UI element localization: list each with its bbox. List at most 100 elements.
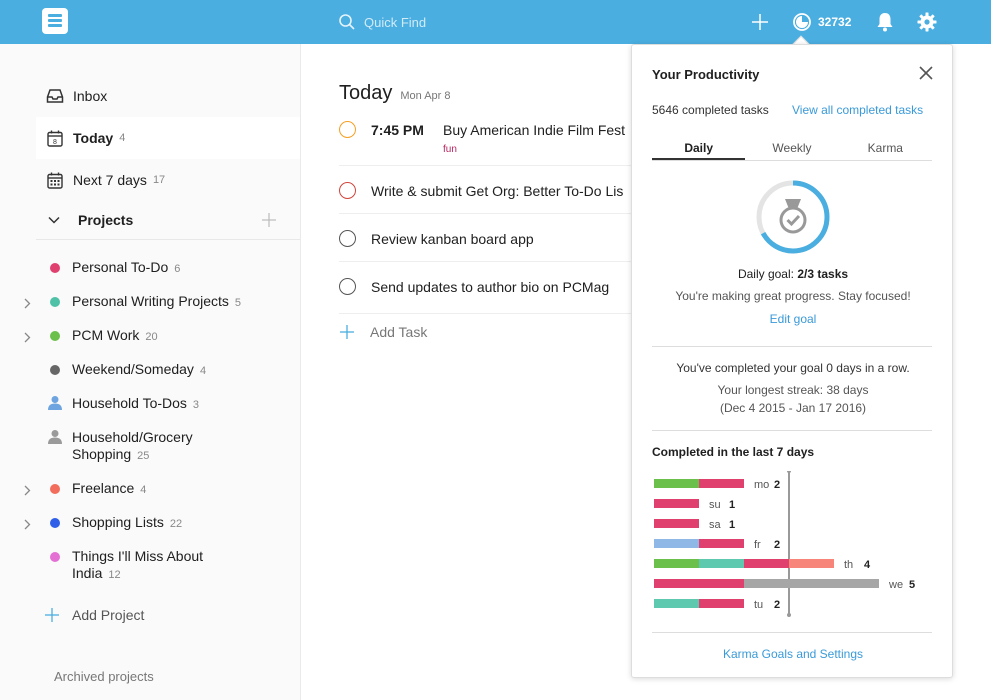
project-name: Household/Grocery bbox=[72, 429, 193, 445]
chart-day-count: 1 bbox=[729, 519, 735, 531]
chart-bar-segment[interactable] bbox=[699, 539, 744, 548]
project-count: 4 bbox=[140, 484, 147, 496]
chart-day-label: we bbox=[888, 579, 903, 591]
chart-day-count: 2 bbox=[774, 599, 780, 611]
chevron-down-icon[interactable] bbox=[48, 216, 60, 224]
chevron-right-icon[interactable] bbox=[24, 483, 31, 499]
task-text[interactable]: Send updates to author bio on PCMag bbox=[371, 279, 610, 295]
main-content: Today Mon Apr 8 7:45 PM Buy American Ind… bbox=[301, 44, 991, 700]
edit-goal-link[interactable]: Edit goal bbox=[769, 312, 817, 326]
chart-bar-segment[interactable] bbox=[654, 599, 699, 608]
productivity-popup: Your Productivity 5646 completed tasks V… bbox=[631, 44, 953, 678]
completed-last-7-days-chart: mo 2 su 1 sa 1 fr 2 th 4 we 5 tu 2 bbox=[654, 471, 915, 617]
project-count: 25 bbox=[137, 450, 150, 462]
chart-bar-segment[interactable] bbox=[744, 559, 789, 568]
add-project-plus-icon[interactable] bbox=[262, 213, 276, 227]
add-task-button[interactable]: Add Task bbox=[339, 324, 427, 340]
karma-score[interactable]: 32732 bbox=[818, 15, 852, 29]
view-all-completed-link[interactable]: View all completed tasks bbox=[792, 103, 924, 117]
chart-bar-segment[interactable] bbox=[744, 579, 879, 588]
task-row[interactable]: Send updates to author bio on PCMag bbox=[339, 262, 639, 314]
completed-count: 5646 completed tasks bbox=[652, 103, 769, 117]
task-text[interactable]: Buy American Indie Film Fest bbox=[443, 122, 626, 138]
task-checkbox[interactable] bbox=[339, 230, 356, 247]
chart-bar-segment[interactable] bbox=[699, 559, 744, 568]
project-color-dot bbox=[50, 331, 60, 341]
todoist-logo-icon[interactable] bbox=[42, 8, 68, 34]
chart-day-label: su bbox=[709, 499, 721, 511]
chart-day-count: 2 bbox=[774, 539, 780, 551]
sidebar-item-count: 4 bbox=[119, 132, 126, 144]
project-name: Things I'll Miss About bbox=[72, 548, 204, 564]
task-text[interactable]: Review kanban board app bbox=[371, 231, 534, 247]
project-name: Shopping bbox=[72, 446, 132, 462]
project-name: Freelance bbox=[72, 480, 135, 496]
chart-bar-segment[interactable] bbox=[789, 559, 834, 568]
chevron-right-icon[interactable] bbox=[24, 330, 31, 346]
quick-find-search[interactable]: Quick Find bbox=[338, 12, 618, 32]
page-date: Mon Apr 8 bbox=[400, 90, 451, 102]
chevron-right-icon[interactable] bbox=[24, 517, 31, 533]
project-count: 3 bbox=[192, 399, 200, 411]
goal-encouragement: You're making great progress. Stay focus… bbox=[675, 289, 911, 303]
project-count: 12 bbox=[108, 569, 121, 581]
calendar-today-icon: 8 bbox=[46, 129, 64, 147]
tab-karma[interactable]: Karma bbox=[867, 141, 903, 155]
top-bar: Quick Find 32732 bbox=[0, 0, 991, 44]
goal-line-end bbox=[787, 471, 791, 473]
svg-text:8: 8 bbox=[53, 139, 57, 146]
sidebar-item-label: Next 7 days bbox=[73, 172, 147, 188]
chart-bar-segment[interactable] bbox=[654, 539, 699, 548]
chart-bar-segment[interactable] bbox=[654, 559, 699, 568]
person-icon bbox=[47, 429, 63, 448]
task-text[interactable]: Write & submit Get Org: Better To-Do Lis bbox=[371, 183, 624, 199]
chart-bar-segment[interactable] bbox=[654, 479, 699, 488]
chart-bar-segment[interactable] bbox=[654, 499, 699, 508]
productivity-tabs: Daily Weekly Karma bbox=[652, 135, 932, 161]
task-label[interactable]: fun bbox=[443, 144, 457, 155]
project-color-dot bbox=[50, 297, 60, 307]
notifications-bell-icon[interactable] bbox=[873, 10, 897, 34]
chart-day-count: 5 bbox=[909, 579, 915, 591]
chevron-right-icon[interactable] bbox=[24, 296, 31, 312]
popup-title: Your Productivity bbox=[652, 67, 760, 82]
project-name: Shopping Lists bbox=[72, 514, 164, 530]
sidebar-item-next-7-days[interactable]: Next 7 days 17 bbox=[36, 159, 300, 201]
chart-day-label: mo bbox=[754, 479, 769, 491]
streak-range: (Dec 4 2015 - Jan 17 2016) bbox=[719, 401, 867, 415]
archived-projects-link[interactable]: Archived projects bbox=[54, 669, 154, 684]
chart-bar-segment[interactable] bbox=[699, 479, 744, 488]
chart-day-label: tu bbox=[754, 599, 763, 611]
chart-bar-segment[interactable] bbox=[699, 599, 744, 608]
search-input[interactable]: Quick Find bbox=[364, 14, 427, 30]
karma-icon[interactable] bbox=[790, 10, 814, 34]
add-icon[interactable] bbox=[748, 10, 772, 34]
close-icon[interactable] bbox=[918, 65, 934, 86]
settings-gear-icon[interactable] bbox=[915, 10, 939, 34]
chart-bar-segment[interactable] bbox=[654, 579, 744, 588]
page-title: Today bbox=[339, 82, 393, 104]
task-row[interactable]: Review kanban board app bbox=[339, 214, 639, 262]
karma-goals-settings-link[interactable]: Karma Goals and Settings bbox=[722, 647, 864, 661]
plus-icon bbox=[339, 324, 355, 340]
chart-day-count: 4 bbox=[864, 559, 871, 571]
task-checkbox[interactable] bbox=[339, 121, 356, 138]
task-checkbox[interactable] bbox=[339, 182, 356, 199]
add-project-button[interactable]: Add Project bbox=[44, 607, 144, 623]
chart-bar-segment[interactable] bbox=[654, 519, 699, 528]
search-icon bbox=[339, 14, 355, 30]
projects-header[interactable]: Projects bbox=[36, 200, 300, 240]
streak-longest: Your longest streak: 38 days bbox=[717, 383, 869, 397]
sidebar-item-today[interactable]: 8 Today 4 bbox=[36, 117, 300, 159]
task-row[interactable]: Write & submit Get Org: Better To-Do Lis bbox=[339, 166, 639, 214]
project-name: Personal To-Do bbox=[72, 259, 169, 275]
projects-label: Projects bbox=[78, 211, 134, 228]
page-header: Today Mon Apr 8 bbox=[339, 82, 451, 105]
chart-day-label: sa bbox=[709, 519, 722, 531]
tab-daily[interactable]: Daily bbox=[652, 135, 746, 160]
chart-title: Completed in the last 7 days bbox=[652, 445, 815, 459]
task-row[interactable]: 7:45 PM Buy American Indie Film Fest fun bbox=[339, 116, 639, 166]
sidebar-item-inbox[interactable]: Inbox bbox=[36, 75, 300, 117]
tab-weekly[interactable]: Weekly bbox=[772, 141, 812, 155]
task-checkbox[interactable] bbox=[339, 278, 356, 295]
